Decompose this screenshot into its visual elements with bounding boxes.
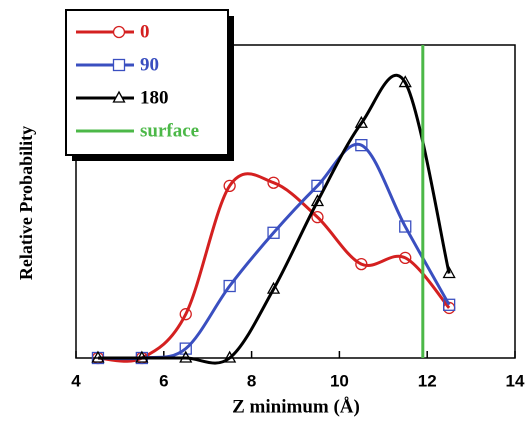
legend-label: 90 <box>140 54 159 75</box>
legend-marker <box>114 27 125 38</box>
x-tick-label: 14 <box>506 371 525 390</box>
y-axis-label: Relative Probability <box>16 126 36 280</box>
legend-label: surface <box>140 120 199 141</box>
x-tick-label: 8 <box>247 371 256 390</box>
x-tick-label: 4 <box>71 371 81 390</box>
legend-label: 0 <box>140 21 150 42</box>
x-tick-label: 12 <box>418 371 437 390</box>
x-tick-label: 10 <box>330 371 349 390</box>
x-axis-label: Z minimum (Å) <box>232 396 360 417</box>
series-line <box>98 174 449 361</box>
legend-label: 180 <box>140 87 169 108</box>
x-tick-label: 6 <box>159 371 168 390</box>
legend-marker <box>114 60 125 71</box>
series-line <box>98 144 449 358</box>
